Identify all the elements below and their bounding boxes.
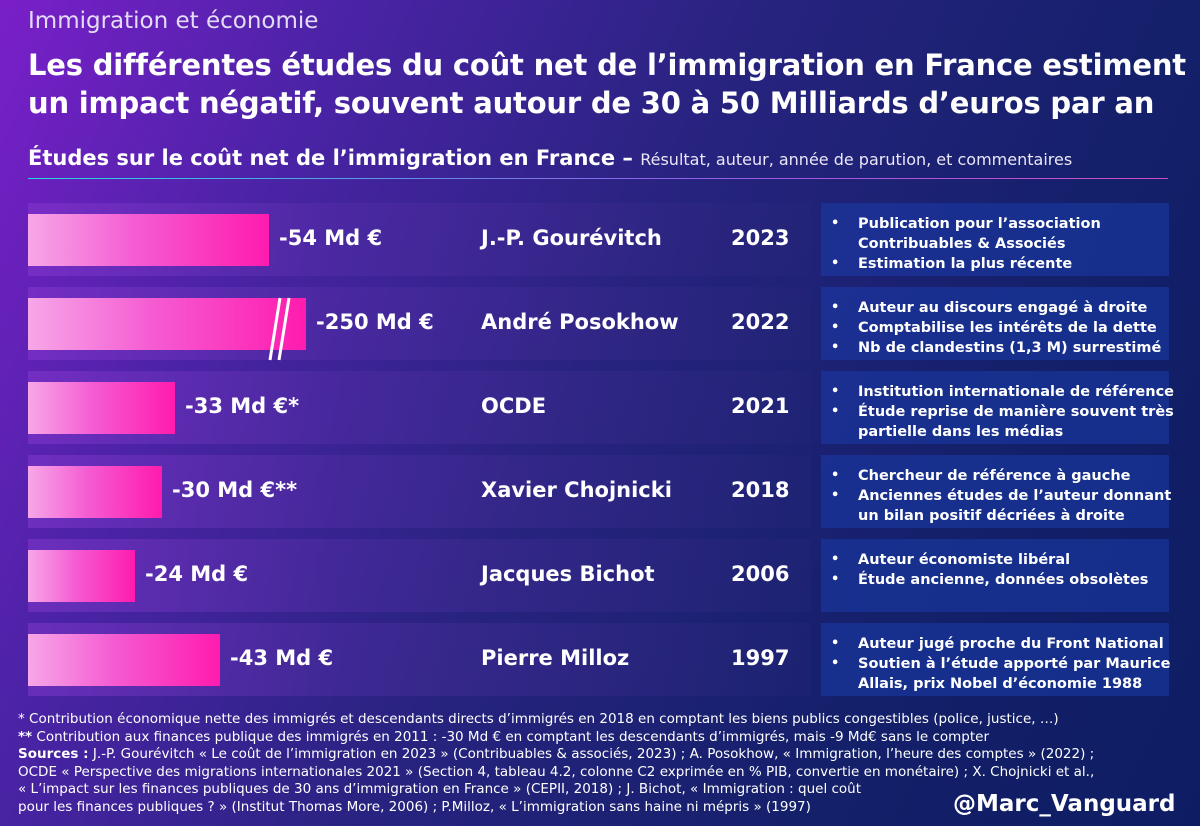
footnote-2: ** Contribution aux finances publique de… [18,729,1188,747]
subtitle-rule [28,178,1168,179]
comment-item: Nb de clandestins (1,3 M) surrestimé [829,338,1165,358]
author-label: Xavier Chojnicki [481,477,672,502]
comment-item: Étude reprise de manière souvent trèspar… [829,402,1174,442]
bar-value-label: -54 Md € [279,225,383,250]
comment-list: Auteur jugé proche du Front NationalSout… [829,634,1170,694]
comment-list: Chercheur de référence à gaucheAnciennes… [829,466,1171,526]
comment-list: Auteur économiste libéralÉtude ancienne,… [829,550,1165,590]
comment-item: Auteur jugé proche du Front National [829,634,1165,654]
comment-item: Auteur économiste libéral [829,550,1165,570]
bar [28,297,306,350]
comment-box: Auteur jugé proche du Front NationalSout… [821,623,1170,696]
author-label: OCDE [481,393,547,418]
comment-item: Publication pour l’associationContribuab… [829,214,1165,254]
bar-value-label: -24 Md € [145,561,249,586]
comment-item: Estimation la plus récente [829,254,1165,274]
sources-line-1: Sources : J.-P. Gourévitch « Le coût de … [18,746,1188,764]
bar-value-label: -33 Md €* [185,393,300,418]
comment-box: Publication pour l’associationContribuab… [821,203,1169,276]
axis-break-mark [268,297,291,361]
comment-item: Auteur au discours engagé à droite [829,298,1165,318]
comment-list: Auteur au discours engagé à droiteCompta… [829,298,1165,358]
comment-box: Auteur au discours engagé à droiteCompta… [821,287,1169,360]
bar-value-label: -250 Md € [316,309,434,334]
subtitle-main: Études sur le coût net de l’immigration … [28,146,633,170]
bar [28,465,162,518]
bar [28,381,175,434]
comment-box: Institution internationale de référenceÉ… [821,371,1174,444]
comment-list: Publication pour l’associationContribuab… [829,214,1165,274]
year-label: 2021 [731,393,790,418]
bar-value-label: -30 Md €** [172,477,298,502]
year-label: 2022 [731,309,790,334]
kicker: Immigration et économie [28,8,319,34]
comment-item: Chercheur de référence à gauche [829,466,1165,486]
bar-value-label: -43 Md € [230,645,334,670]
chart-subtitle: Études sur le coût net de l’immigration … [28,146,1072,170]
author-label: Jacques Bichot [481,561,655,586]
comment-list: Institution internationale de référenceÉ… [829,382,1174,442]
author-handle: @Marc_Vanguard [953,791,1176,817]
year-label: 2006 [731,561,790,586]
bar [28,549,135,602]
row-band [28,539,811,612]
year-label: 2018 [731,477,790,502]
sources-line-4: pour les finances publiques ? » (Institu… [18,798,811,815]
footer-notes: * Contribution économique nette des immi… [18,711,1188,816]
year-label: 2023 [731,225,790,250]
comment-item: Soutien à l’étude apporté par MauriceAll… [829,654,1170,694]
author-label: André Posokhow [481,309,679,334]
author-label: Pierre Milloz [481,645,630,670]
footnote-2-text: Contribution aux finances publique des i… [32,728,990,745]
comment-item: Institution internationale de référence [829,382,1174,402]
author-label: J.-P. Gourévitch [481,225,662,250]
page-title: Les différentes études du coût net de l’… [28,48,1186,120]
comment-box: Auteur économiste libéralÉtude ancienne,… [821,539,1169,612]
bar [28,633,220,686]
bar [28,213,269,266]
comment-item: Comptabilise les intérêts de la dette [829,318,1165,338]
sources-text-1: J.-P. Gourévitch « Le coût de l’immigrat… [88,746,1095,762]
footnote-2-mark: ** [18,728,33,745]
sources-line-2: OCDE « Perspective des migrations intern… [18,763,1095,780]
comment-item: Étude ancienne, données obsolètes [829,570,1165,590]
footnote-1: * Contribution économique nette des immi… [18,711,1059,727]
subtitle-note: Résultat, auteur, année de parution, et … [640,150,1073,169]
sources-label: Sources : [18,746,89,762]
comment-box: Chercheur de référence à gaucheAnciennes… [821,455,1171,528]
year-label: 1997 [731,645,790,670]
sources-line-3: « L’impact sur les finances publiques de… [18,781,862,797]
